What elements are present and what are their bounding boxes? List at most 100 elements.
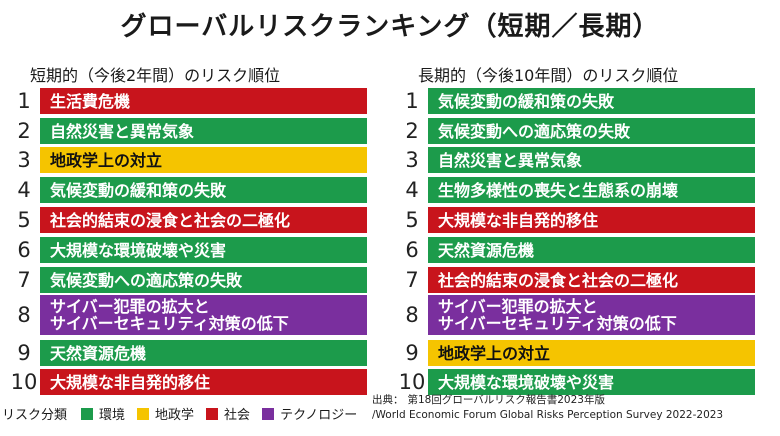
legend-swatch-technology <box>262 407 275 420</box>
rank-number: 3 <box>405 148 419 172</box>
ranking-row: 3 自然災害と異常気象 <box>396 147 756 173</box>
rank-number: 10 <box>10 370 38 394</box>
risk-label: 社会的結束の浸食と社会の二極化 <box>50 210 291 230</box>
ranking-row: 9 地政学上の対立 <box>396 340 756 366</box>
risk-bar-environment: 大規模な環境破壊や災害 <box>428 369 755 395</box>
rank-number: 9 <box>17 341 31 365</box>
ranking-row: 1 生活費危機 <box>8 88 368 114</box>
risk-label: 社会的結束の浸食と社会の二極化 <box>438 270 679 290</box>
risk-label: 気候変動への適応策の失敗 <box>438 121 631 141</box>
rank-number: 6 <box>17 238 31 262</box>
risk-bar-society: 大規模な非自発的移住 <box>428 207 755 233</box>
legend-title: リスク分類 <box>2 408 68 423</box>
legend-swatch-geopolitics <box>137 407 150 420</box>
ranking-row: 6 大規模な環境破壊や災害 <box>8 237 368 263</box>
risk-bar-environment: 気候変動への適応策の失敗 <box>428 118 755 144</box>
legend-label: 環境 <box>99 408 126 423</box>
source-line-1: 第18回グローバルリスク報告書2023年版 <box>407 394 605 406</box>
risk-bar-geopolitics: 地政学上の対立 <box>428 340 755 366</box>
rank-number: 9 <box>405 341 419 365</box>
risk-label: 気候変動への適応策の失敗 <box>50 270 243 290</box>
legend-item-technology: テクノロジー <box>262 404 357 423</box>
rank-number: 5 <box>405 208 419 232</box>
risk-label: 生物多様性の喪失と生態系の崩壊 <box>438 180 679 200</box>
risk-label: 自然災害と異常気象 <box>438 150 583 170</box>
ranking-row: 2 気候変動への適応策の失敗 <box>396 118 756 144</box>
risk-bar-environment: 生物多様性の喪失と生態系の崩壊 <box>428 177 755 203</box>
risk-bar-environment: 気候変動の緩和策の失敗 <box>40 177 367 203</box>
rank-number: 2 <box>17 119 31 143</box>
risk-bar-environment: 気候変動への適応策の失敗 <box>40 267 367 293</box>
risk-label: 気候変動の緩和策の失敗 <box>50 180 227 200</box>
legend-item-society: 社会 <box>206 404 250 423</box>
rank-number: 1 <box>17 89 31 113</box>
rank-number: 1 <box>405 89 419 113</box>
rank-number: 2 <box>405 119 419 143</box>
risk-label: 地政学上の対立 <box>50 150 163 170</box>
risk-bar-environment: 大規模な環境破壊や災害 <box>40 237 367 263</box>
risk-label: 大規模な非自発的移住 <box>438 210 599 230</box>
risk-label: 天然資源危機 <box>50 343 147 363</box>
rank-number: 3 <box>17 148 31 172</box>
rank-number: 8 <box>405 303 419 327</box>
risk-bar-environment: 自然災害と異常気象 <box>428 147 755 173</box>
risk-bar-environment: 天然資源危機 <box>40 340 367 366</box>
ranking-row: 5 大規模な非自発的移住 <box>396 207 756 233</box>
risk-label: 大規模な非自発的移住 <box>50 372 211 392</box>
risk-bar-society: 社会的結束の浸食と社会の二極化 <box>428 267 755 293</box>
risk-bar-society: 生活費危機 <box>40 88 367 114</box>
source-note: 出典： 第18回グローバルリスク報告書2023年版 /World Economic… <box>372 393 778 423</box>
category-legend: リスク分類 環境 地政学 社会 テクノロジー <box>2 404 369 423</box>
ranking-row: 4 生物多様性の喪失と生態系の崩壊 <box>396 177 756 203</box>
risk-label: 天然資源危機 <box>438 240 535 260</box>
risk-bar-society: 社会的結束の浸食と社会の二極化 <box>40 207 367 233</box>
rank-number: 4 <box>405 178 419 202</box>
risk-bar-geopolitics: 地政学上の対立 <box>40 147 367 173</box>
rank-number: 5 <box>17 208 31 232</box>
page-title: グローバルリスクランキング（短期／長期） <box>120 12 660 42</box>
ranking-row: 8 サイバー犯罪の拡大と サイバーセキュリティ対策の低下 <box>8 295 368 335</box>
ranking-row: 5 社会的結束の浸食と社会の二極化 <box>8 207 368 233</box>
ranking-row: 7 気候変動への適応策の失敗 <box>8 267 368 293</box>
risk-label: 地政学上の対立 <box>438 343 551 363</box>
risk-bar-environment: 天然資源危機 <box>428 237 755 263</box>
source-label: 出典： <box>372 394 404 406</box>
risk-bar-technology: サイバー犯罪の拡大と サイバーセキュリティ対策の低下 <box>40 295 367 335</box>
risk-bar-environment: 自然災害と異常気象 <box>40 118 367 144</box>
rank-number: 4 <box>17 178 31 202</box>
ranking-row: 4 気候変動の緩和策の失敗 <box>8 177 368 203</box>
long-term-heading: 長期的（今後10年間）のリスク順位 <box>418 66 679 85</box>
legend-swatch-society <box>206 407 219 420</box>
ranking-row: 7 社会的結束の浸食と社会の二極化 <box>396 267 756 293</box>
rank-number: 7 <box>17 268 31 292</box>
risk-bar-technology: サイバー犯罪の拡大と サイバーセキュリティ対策の低下 <box>428 295 755 335</box>
legend-item-geopolitics: 地政学 <box>137 404 194 423</box>
risk-label: 自然災害と異常気象 <box>50 121 195 141</box>
risk-label: 大規模な環境破壊や災害 <box>50 240 227 260</box>
rank-number: 10 <box>398 370 426 394</box>
risk-bar-environment: 気候変動の緩和策の失敗 <box>428 88 755 114</box>
risk-label: サイバー犯罪の拡大と サイバーセキュリティ対策の低下 <box>50 297 289 333</box>
ranking-row: 9 天然資源危機 <box>8 340 368 366</box>
rank-number: 7 <box>405 268 419 292</box>
risk-label: サイバー犯罪の拡大と サイバーセキュリティ対策の低下 <box>438 297 677 333</box>
legend-swatch-environment <box>81 407 94 420</box>
legend-label: 社会 <box>224 408 251 423</box>
risk-label: 生活費危機 <box>50 91 131 111</box>
legend-label: テクノロジー <box>280 408 358 423</box>
ranking-row: 3 地政学上の対立 <box>8 147 368 173</box>
short-term-heading: 短期的（今後2年間）のリスク順位 <box>30 66 281 85</box>
source-line-2: /World Economic Forum Global Risks Perce… <box>372 409 724 421</box>
ranking-row: 1 気候変動の緩和策の失敗 <box>396 88 756 114</box>
ranking-row: 10 大規模な非自発的移住 <box>8 369 368 395</box>
ranking-row: 6 天然資源危機 <box>396 237 756 263</box>
ranking-row: 8 サイバー犯罪の拡大と サイバーセキュリティ対策の低下 <box>396 295 756 335</box>
risk-bar-society: 大規模な非自発的移住 <box>40 369 367 395</box>
legend-item-environment: 環境 <box>81 404 125 423</box>
risk-label: 気候変動の緩和策の失敗 <box>438 91 615 111</box>
rank-number: 8 <box>17 303 31 327</box>
legend-label: 地政学 <box>155 408 195 423</box>
ranking-row: 2 自然災害と異常気象 <box>8 118 368 144</box>
rank-number: 6 <box>405 238 419 262</box>
ranking-row: 10 大規模な環境破壊や災害 <box>396 369 756 395</box>
